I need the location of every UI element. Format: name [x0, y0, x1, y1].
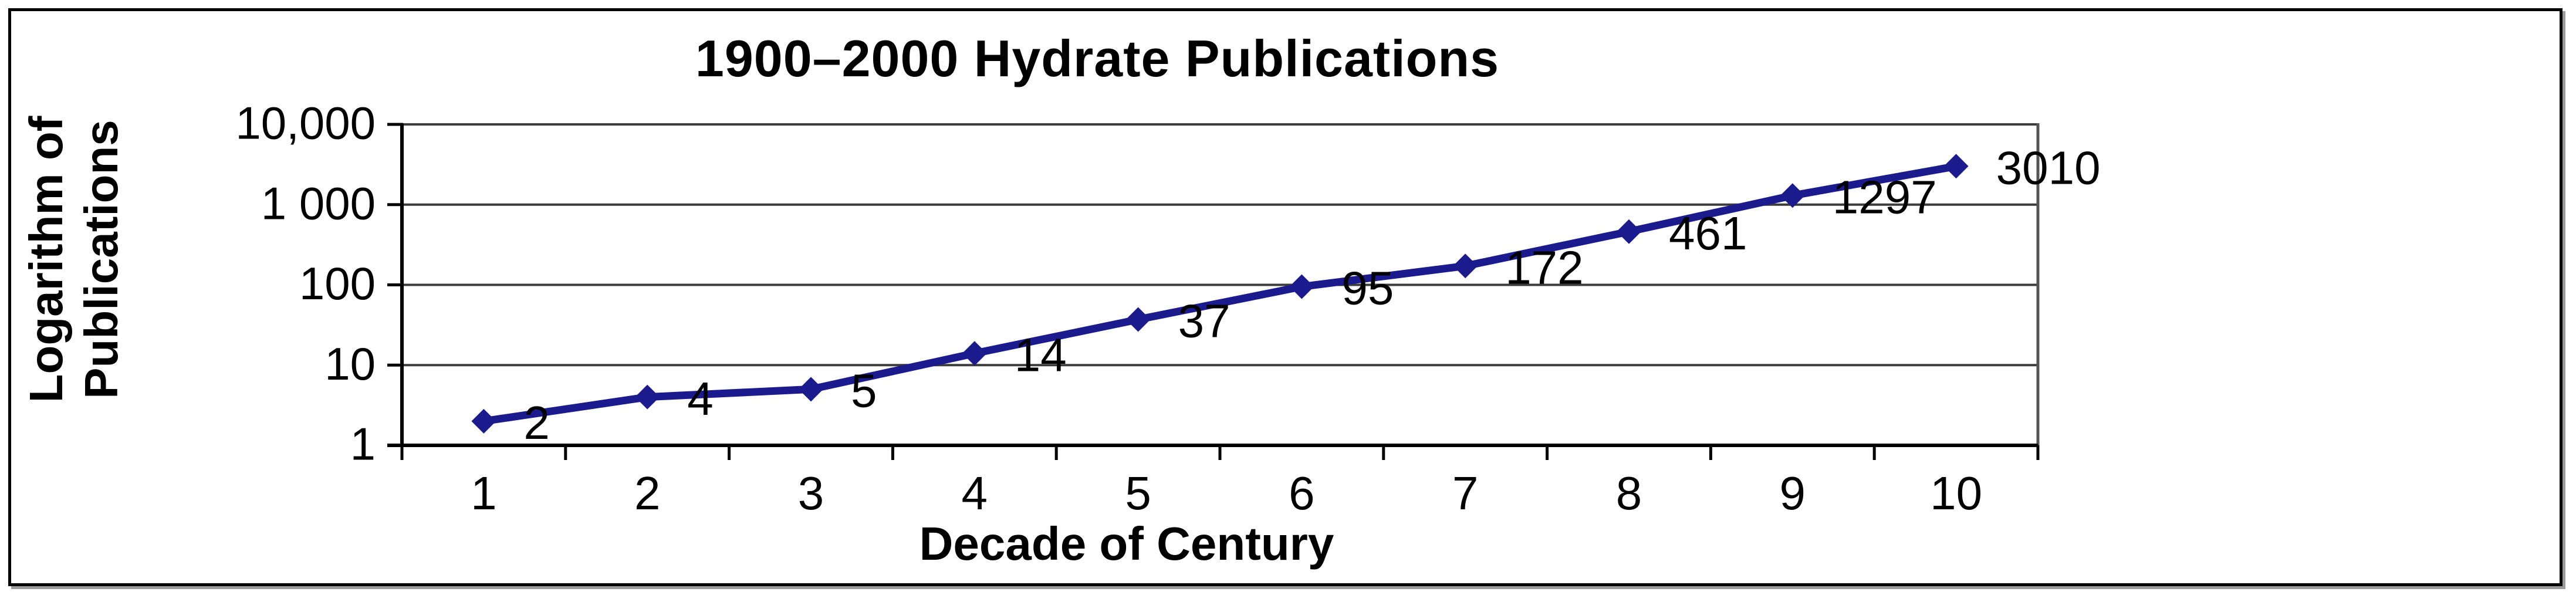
data-point-marker [962, 341, 987, 366]
x-axis-title: Decade of Century [919, 518, 1334, 570]
chart-title: 1900–2000 Hydrate Publications [695, 29, 1500, 87]
data-point-label: 4 [687, 373, 714, 425]
x-tick-label: 6 [1289, 467, 1315, 519]
data-point-label: 37 [1178, 295, 1230, 347]
y-axis-title-line2: Publications [75, 120, 127, 399]
data-point-label: 3010 [1996, 141, 2101, 194]
x-tick-label: 4 [962, 467, 988, 519]
series-line [479, 162, 1960, 425]
data-point-marker [1289, 274, 1314, 299]
data-point-marker [1453, 253, 1478, 279]
x-tick-label: 9 [1780, 467, 1806, 519]
y-tick-label: 1 000 [261, 177, 376, 229]
data-point-label: 172 [1505, 241, 1583, 293]
y-tick-label: 10,000 [235, 97, 376, 149]
data-point-marker [1125, 307, 1151, 332]
y-tick-label: 100 [299, 258, 376, 309]
data-point-marker [1943, 154, 1969, 179]
x-tick-label: 1 [471, 467, 497, 519]
y-tick-label: 1 [350, 418, 376, 470]
data-point-marker [1780, 183, 1805, 208]
x-tick-label: 8 [1616, 467, 1642, 519]
data-point-marker [1617, 219, 1641, 244]
data-point-label: 2 [523, 397, 550, 449]
x-tick-label: 7 [1452, 467, 1479, 519]
x-tick-label: 2 [634, 467, 661, 519]
y-tick-label: 10 [324, 338, 376, 390]
chart-frame [8, 8, 2563, 586]
data-point-label: 461 [1669, 207, 1747, 259]
y-axis-title: Logarithm of Publications [19, 116, 129, 403]
x-tick-label: 5 [1125, 467, 1151, 519]
data-point-label: 14 [1015, 329, 1067, 381]
data-point-marker [635, 384, 660, 410]
x-tick-label: 3 [798, 467, 824, 519]
y-axis-title-line1: Logarithm of [20, 116, 72, 403]
data-point-label: 5 [851, 365, 877, 417]
data-point-label: 95 [1341, 262, 1394, 314]
data-point-marker [799, 377, 823, 402]
data-point-label: 1297 [1833, 171, 1937, 223]
data-point-marker [471, 408, 496, 434]
x-tick-label: 10 [1930, 467, 1982, 519]
